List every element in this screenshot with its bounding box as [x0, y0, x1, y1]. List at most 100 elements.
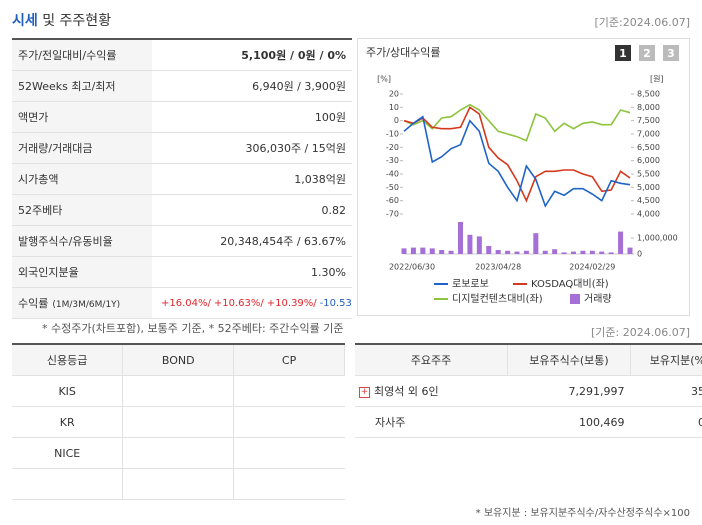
volume-tick-label: 0	[637, 250, 642, 259]
cell	[122, 406, 235, 438]
legend-label: 거래량	[584, 293, 612, 305]
summary-value: 1,038억원	[152, 163, 352, 195]
y-tick-label: -70	[386, 210, 399, 219]
cell	[233, 437, 345, 469]
x-tick-label: 2024/02/29	[569, 263, 615, 272]
y2-tick-label: 8,500	[637, 90, 660, 99]
volume-bar	[505, 250, 511, 254]
tab-label[interactable]: 2	[643, 47, 651, 60]
tab[interactable]	[663, 45, 679, 61]
summary-row: 발행주식수/유동비율 20,348,454주 / 63.67%	[12, 225, 352, 257]
date: [기준:2024.06.07]	[594, 16, 690, 29]
summary-label: 외국인지분율	[12, 256, 152, 288]
header-cell: BOND	[122, 344, 235, 376]
volume-bar	[627, 247, 633, 254]
volume-bar	[410, 247, 416, 254]
y2-tick-label: 7,000	[637, 130, 660, 139]
cell	[233, 406, 345, 438]
credit-header: 신용등급 BOND CP	[12, 344, 345, 376]
series-line	[403, 115, 631, 208]
summary-label: 수익률 (1M/3M/6M/1Y)	[12, 287, 152, 319]
legend-label: KOSDAQ대비(좌)	[531, 278, 609, 290]
summary-label: 발행주식수/유동비율	[12, 225, 152, 257]
tab[interactable]	[615, 45, 631, 61]
y-tick-label: 10	[389, 103, 399, 112]
summary-row: 외국인지분율 1.30%	[12, 256, 352, 288]
tab-label[interactable]: 1	[619, 47, 627, 60]
summary-value: 1.30%	[152, 256, 352, 288]
y-tick-label: 0	[394, 116, 399, 125]
shareholder-note: * 보유지분 : 보유지분주식수/자수산정주식수×100	[475, 508, 690, 519]
tab-label[interactable]: 3	[667, 47, 675, 60]
y2-tick-label: 4,500	[637, 196, 660, 205]
shares: 7,291,997	[507, 375, 631, 407]
y-tick-label: -40	[386, 170, 399, 179]
summary-table: 주가/전일대비/수익률 5,100원 / 0원 / 0% 52Weeks 최고/최저…	[12, 38, 352, 319]
volume-bar	[552, 249, 558, 254]
y2-tick-label: 6,500	[637, 143, 660, 152]
title-main: 시세	[12, 13, 38, 29]
return-value: +10.63%/	[213, 297, 264, 309]
volume-tick-label: 1,000,000	[637, 234, 678, 243]
series-line	[403, 103, 631, 142]
y-tick-label: -60	[386, 196, 399, 205]
agency: NICE	[12, 437, 124, 469]
volume-bar	[448, 250, 454, 254]
returns-period: (1M/3M/6M/1Y)	[52, 300, 121, 310]
chart: 주가/상대수익률 1 2 3 [%] [원] 20 10 0 -10 -20 -30 -40 -50 -60…	[366, 45, 679, 305]
cell	[233, 468, 345, 500]
volume-bar	[580, 250, 586, 254]
cell	[122, 468, 235, 500]
volume-bar	[476, 236, 482, 254]
summary-value: 6,940원 / 3,900원	[152, 70, 352, 102]
volume-bar	[533, 233, 539, 254]
credit-row: KIS	[12, 375, 345, 407]
tab[interactable]	[639, 45, 655, 61]
volume-bar	[439, 250, 445, 254]
return-value: +16.04%/	[161, 297, 211, 309]
chart-panel: 주가/상대수익률 1 2 3 [%] [원] 20 10 0 -10 -20 -30 -40 -50 -60…	[357, 38, 690, 316]
x-tick-label: 2022/06/30	[389, 263, 435, 272]
volume-bar	[514, 251, 520, 254]
header-cell: 보유주식수(보통)	[507, 344, 631, 376]
volume-bar	[495, 250, 501, 254]
title-rest: 및 주주현황	[42, 13, 112, 29]
summary-label: 거래량/거래대금	[12, 132, 152, 164]
summary-label: 주가/전일대비/수익률	[12, 39, 152, 71]
summary-label: 52Weeks 최고/최저	[12, 70, 152, 102]
credit-row: NICE	[12, 437, 345, 469]
return-value: -10.53%	[319, 297, 352, 309]
volume-bar	[467, 234, 473, 254]
credit-row: KR	[12, 406, 345, 438]
volume-bar	[429, 248, 435, 254]
y2-tick-label: 7,500	[637, 116, 660, 125]
cell	[122, 437, 235, 469]
y-tick-label: -10	[386, 130, 399, 139]
cell	[122, 375, 235, 407]
expand-icon: +	[359, 386, 370, 398]
holder-name: 자사주	[355, 406, 508, 438]
volume-bar	[542, 250, 548, 254]
header-cell: 주요주주	[355, 344, 508, 376]
header-cell: 보유지분(%)	[630, 344, 702, 376]
summary-row: 52Weeks 최고/최저 6,940원 / 3,900원	[12, 70, 352, 102]
summary-row: 수익률 (1M/3M/6M/1Y) +16.04%/+10.63%/+10.39%/…	[12, 287, 352, 319]
summary-value: +16.04%/+10.63%/+10.39%/-10.53%	[152, 287, 352, 319]
summary-value: 5,100원 / 0원 / 0%	[152, 39, 352, 71]
volume-bar	[608, 252, 614, 254]
y-tick-label: 20	[389, 90, 399, 99]
summary-label: 52주베타	[12, 194, 152, 226]
summary-value: 100원	[152, 101, 352, 133]
title: 시세 및 주주현황	[12, 10, 111, 30]
chart-date: [기준: 2024.06.07]	[590, 326, 690, 339]
volume-bar	[486, 246, 492, 254]
legend-label: 디지털컨텐츠대비(좌)	[452, 293, 543, 305]
header-cell: CP	[233, 344, 345, 376]
volume-bar	[618, 231, 624, 254]
shares: 100,469	[507, 406, 631, 438]
volume-bar	[589, 250, 595, 254]
cell	[233, 375, 345, 407]
y-tick-label: -30	[386, 156, 399, 165]
